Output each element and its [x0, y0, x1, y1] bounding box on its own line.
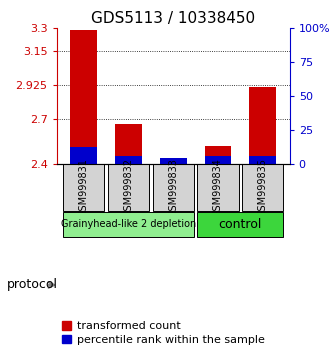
Bar	[204, 146, 231, 164]
Text: protocol: protocol	[7, 279, 58, 291]
Bar	[115, 156, 142, 164]
Text: GSM999833: GSM999833	[168, 158, 178, 217]
FancyBboxPatch shape	[242, 164, 283, 211]
FancyBboxPatch shape	[153, 164, 194, 211]
Text: GSM999831: GSM999831	[79, 158, 89, 217]
Bar	[204, 156, 231, 164]
FancyBboxPatch shape	[63, 164, 104, 211]
Text: GSM999832: GSM999832	[123, 158, 133, 217]
Text: GSM999834: GSM999834	[213, 158, 223, 217]
Bar	[249, 87, 276, 164]
FancyBboxPatch shape	[63, 212, 194, 237]
Legend: transformed count, percentile rank within the sample: transformed count, percentile rank withi…	[62, 321, 264, 345]
Bar	[115, 124, 142, 164]
Text: control: control	[219, 218, 262, 230]
Text: Grainyhead-like 2 depletion: Grainyhead-like 2 depletion	[61, 219, 196, 229]
FancyBboxPatch shape	[197, 212, 283, 237]
Title: GDS5113 / 10338450: GDS5113 / 10338450	[91, 11, 255, 26]
Text: GSM999835: GSM999835	[258, 158, 268, 217]
Bar	[249, 156, 276, 164]
Bar	[160, 158, 186, 164]
FancyBboxPatch shape	[108, 164, 149, 211]
Bar	[70, 147, 97, 164]
FancyBboxPatch shape	[197, 164, 239, 211]
Bar	[70, 30, 97, 164]
